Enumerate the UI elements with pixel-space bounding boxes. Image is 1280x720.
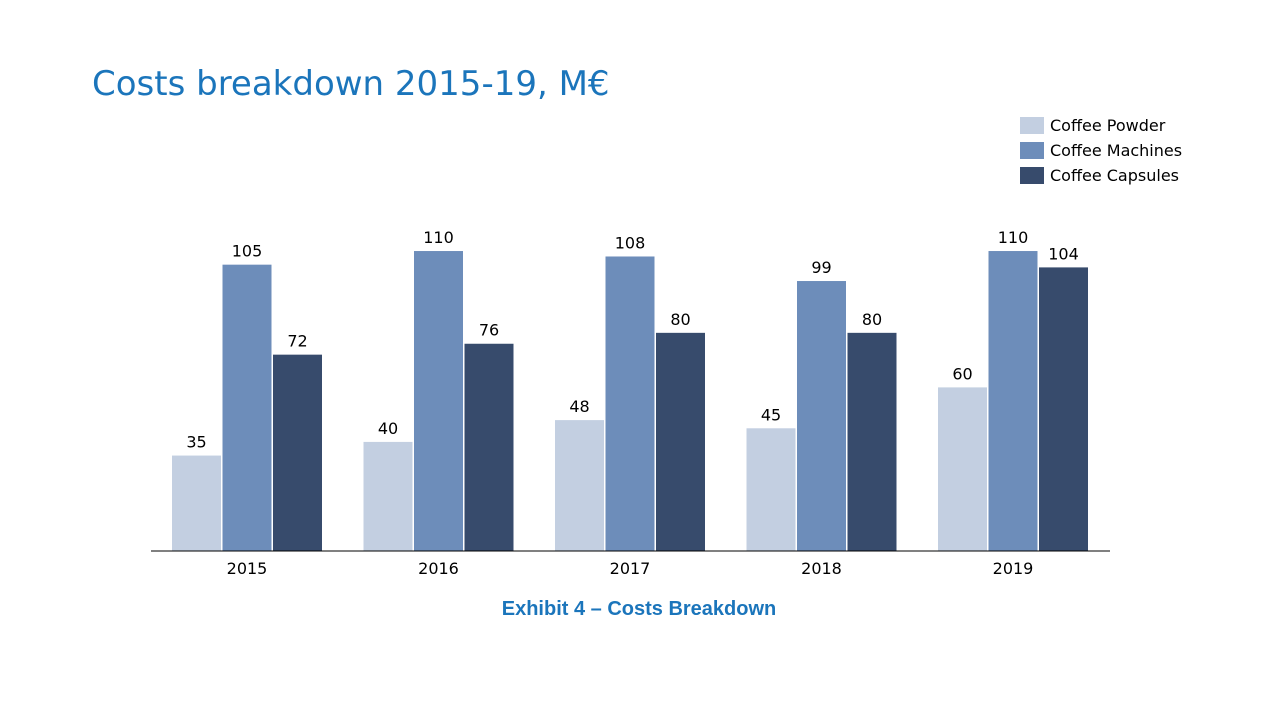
legend-item-coffee-machines: Coffee Machines xyxy=(1020,138,1182,163)
legend-label-coffee-capsules: Coffee Capsules xyxy=(1050,166,1179,185)
legend-swatch-coffee-machines xyxy=(1020,142,1044,159)
data-label-2016-coffee-powder: 40 xyxy=(378,419,398,438)
data-label-2018-coffee-machines: 99 xyxy=(811,258,831,277)
legend-item-coffee-capsules: Coffee Capsules xyxy=(1020,163,1182,188)
legend-label-coffee-powder: Coffee Powder xyxy=(1050,116,1166,135)
data-label-2018-coffee-capsules: 80 xyxy=(862,310,882,329)
slide-title: Costs breakdown 2015-19, M€ xyxy=(92,64,610,104)
bar-2018-coffee-powder xyxy=(746,428,796,551)
data-label-2015-coffee-machines: 105 xyxy=(232,242,263,261)
bar-2019-coffee-machines xyxy=(988,251,1038,551)
legend-swatch-coffee-powder xyxy=(1020,117,1044,134)
bar-2019-coffee-capsules xyxy=(1039,267,1088,551)
data-label-2019-coffee-powder: 60 xyxy=(952,364,972,383)
legend-label-coffee-machines: Coffee Machines xyxy=(1050,141,1183,160)
ticks-layer: 2015 2016 2017 2018 2019 xyxy=(227,559,1034,578)
bar-2016-coffee-powder xyxy=(363,441,413,551)
bar-2015-coffee-capsules xyxy=(273,354,322,551)
data-label-2016-coffee-machines: 110 xyxy=(423,228,454,247)
legend-swatch-coffee-capsules xyxy=(1020,167,1044,184)
exhibit-caption: Exhibit 4 – Costs Breakdown xyxy=(501,598,777,620)
data-label-2016-coffee-capsules: 76 xyxy=(479,321,499,340)
bar-2017-coffee-machines xyxy=(605,256,655,551)
chart-legend: Coffee Powder Coffee Machines Coffee Capsu… xyxy=(1020,113,1182,188)
data-label-2015-coffee-capsules: 72 xyxy=(287,332,307,351)
labels-layer: 35 105 72 40 110 76 48 108 80 45 99 80 60 110 104 xyxy=(186,228,1078,452)
x-tick-2017: 2017 xyxy=(610,559,651,578)
data-label-2018-coffee-powder: 45 xyxy=(761,405,781,424)
data-label-2015-coffee-powder: 35 xyxy=(186,433,206,452)
x-tick-2015: 2015 xyxy=(227,559,268,578)
x-tick-2016: 2016 xyxy=(418,559,459,578)
bar-2017-coffee-powder xyxy=(555,420,604,551)
data-label-2019-coffee-machines: 110 xyxy=(998,228,1029,247)
data-label-2019-coffee-capsules: 104 xyxy=(1048,244,1079,263)
data-label-2017-coffee-machines: 108 xyxy=(615,233,646,252)
bar-2016-coffee-machines xyxy=(414,251,463,551)
bar-2015-coffee-machines xyxy=(222,264,272,551)
x-tick-2018: 2018 xyxy=(801,559,842,578)
data-label-2017-coffee-powder: 48 xyxy=(569,397,589,416)
bar-2015-coffee-powder xyxy=(172,455,221,551)
legend-item-coffee-powder: Coffee Powder xyxy=(1020,113,1182,138)
bar-2018-coffee-capsules xyxy=(847,332,897,551)
bar-2018-coffee-machines xyxy=(797,281,846,551)
bar-2019-coffee-powder xyxy=(938,387,987,551)
data-label-2017-coffee-capsules: 80 xyxy=(670,310,690,329)
bars-layer xyxy=(172,251,1088,551)
x-tick-2019: 2019 xyxy=(993,559,1034,578)
bar-2016-coffee-capsules xyxy=(464,343,514,551)
bar-2017-coffee-capsules xyxy=(656,332,705,551)
